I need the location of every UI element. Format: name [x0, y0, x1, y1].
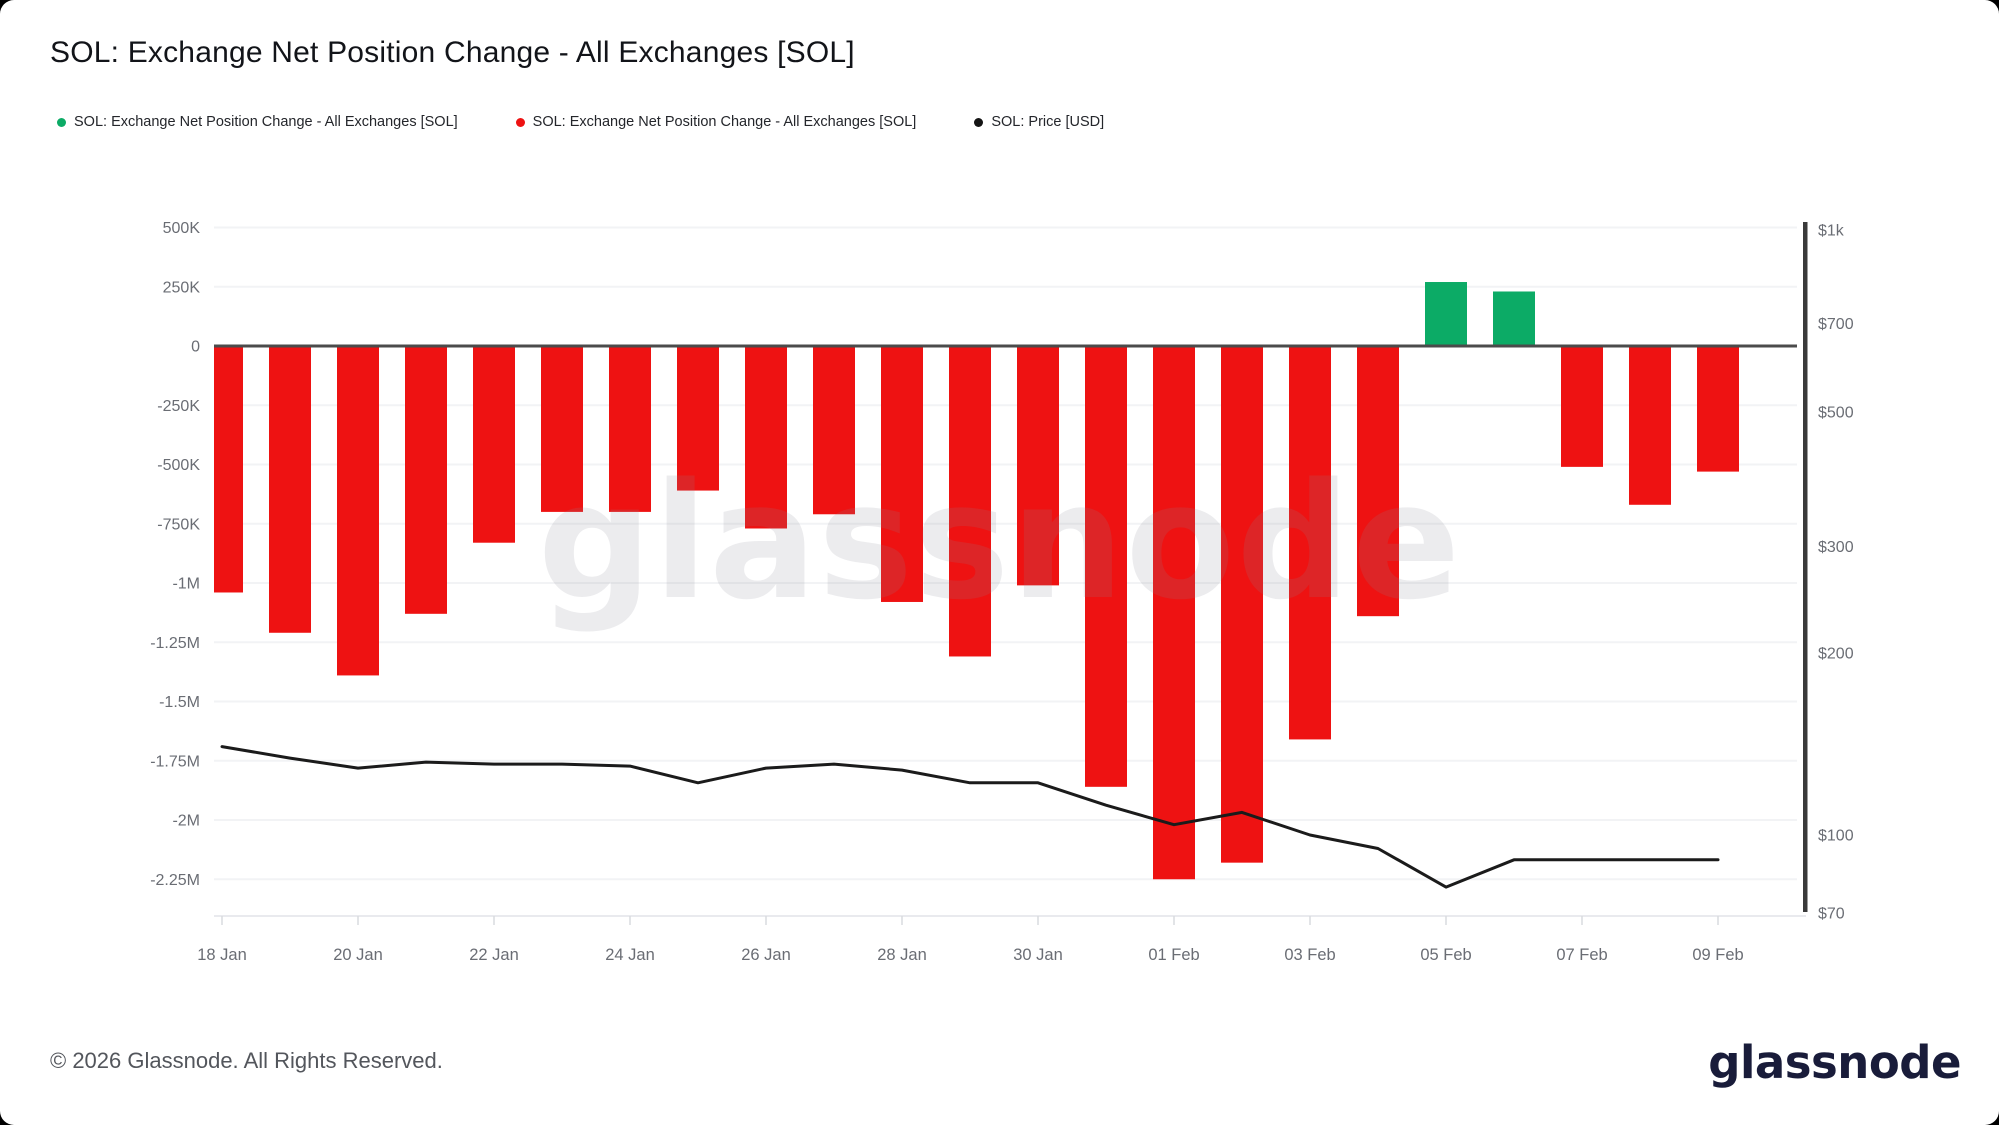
x-axis-tick-label: 22 Jan	[469, 946, 519, 964]
net-change-bar-01-Feb[interactable]	[1153, 346, 1195, 880]
left-axis-tick-label: -1.5M	[159, 694, 200, 711]
left-axis-tick-label: -2M	[172, 813, 200, 830]
net-change-bar-02-Feb[interactable]	[1221, 346, 1263, 863]
left-axis-tick-label: 500K	[163, 220, 201, 237]
net-change-bar-05-Feb[interactable]	[1425, 282, 1467, 346]
net-change-bar-31-Jan[interactable]	[1085, 346, 1127, 787]
right-axis-tick-label: $70	[1818, 906, 1845, 923]
net-change-bar-27-Jan[interactable]	[813, 346, 855, 515]
x-axis-tick-label: 28 Jan	[877, 946, 927, 964]
legend-dot-icon	[57, 117, 66, 127]
net-change-bar-03-Feb[interactable]	[1289, 346, 1331, 740]
x-axis-tick-label: 03 Feb	[1284, 946, 1335, 964]
net-change-bar-08-Feb[interactable]	[1629, 346, 1671, 505]
net-change-bar-22-Jan[interactable]	[473, 346, 515, 543]
price-line[interactable]	[220, 745, 1720, 889]
copyright-text: © 2026 Glassnode. All Rights Reserved.	[50, 1048, 443, 1073]
right-axis-tick-label: $300	[1818, 539, 1854, 556]
legend-item-label: SOL: Exchange Net Position Change - All …	[74, 114, 458, 130]
legend: SOL: Exchange Net Position Change - All …	[57, 114, 1104, 130]
x-axis-tick-label: 05 Feb	[1420, 946, 1471, 964]
glassnode-logo: glassnode	[1708, 1036, 1961, 1089]
right-axis-bar	[1803, 222, 1808, 912]
x-axis-tick-label: 01 Feb	[1148, 946, 1199, 964]
left-axis-tick-label: -1M	[172, 576, 200, 593]
legend-item-2[interactable]: SOL: Price [USD]	[974, 114, 1104, 130]
net-change-bar-25-Jan[interactable]	[677, 346, 719, 491]
legend-item-label: SOL: Price [USD]	[991, 114, 1105, 130]
net-change-bar-06-Feb[interactable]	[1493, 291, 1535, 346]
left-axis-tick-label: -1.75M	[150, 753, 200, 770]
net-change-bar-21-Jan[interactable]	[405, 346, 447, 614]
net-change-bar-04-Feb[interactable]	[1357, 346, 1399, 617]
left-axis-tick-label: -750K	[157, 516, 200, 533]
net-change-bar-23-Jan[interactable]	[541, 346, 583, 512]
net-change-bar-18-Jan[interactable]	[201, 346, 243, 593]
legend-item-0[interactable]: SOL: Exchange Net Position Change - All …	[57, 114, 458, 130]
net-change-bar-24-Jan[interactable]	[609, 346, 651, 512]
net-change-bar-30-Jan[interactable]	[1017, 346, 1059, 586]
legend-item-1[interactable]: SOL: Exchange Net Position Change - All …	[515, 114, 917, 130]
legend-dot-icon	[974, 117, 984, 127]
legend-item-label: SOL: Exchange Net Position Change - All …	[532, 114, 917, 130]
right-axis-tick-label: $100	[1818, 828, 1854, 845]
legend-dot-icon	[515, 117, 525, 127]
x-axis-tick-label: 24 Jan	[605, 946, 655, 964]
left-axis-tick-label: -1.25M	[150, 635, 200, 652]
left-axis-tick-label: -500K	[157, 457, 200, 474]
right-axis-tick-label: $200	[1818, 645, 1854, 662]
net-change-bar-28-Jan[interactable]	[881, 346, 923, 602]
net-change-bar-19-Jan[interactable]	[269, 346, 311, 633]
x-axis-tick-label: 20 Jan	[333, 946, 383, 964]
net-change-bar-07-Feb[interactable]	[1561, 346, 1603, 467]
x-axis-tick-label: 09 Feb	[1692, 946, 1743, 964]
x-axis-tick-label: 18 Jan	[197, 946, 247, 964]
left-axis-tick-label: -2.25M	[150, 872, 200, 889]
right-axis-tick-label: $1k	[1818, 223, 1845, 240]
net-change-bar-29-Jan[interactable]	[949, 346, 991, 657]
left-axis-tick-label: 0	[191, 339, 200, 356]
left-axis-tick-label: 250K	[163, 279, 201, 296]
x-axis-tick-label: 30 Jan	[1013, 946, 1063, 964]
net-change-bar-09-Feb[interactable]	[1697, 346, 1739, 472]
page-title: SOL: Exchange Net Position Change - All …	[50, 36, 855, 69]
bars-group	[201, 282, 1739, 880]
x-axis-tick-label: 07 Feb	[1556, 946, 1607, 964]
right-axis-tick-label: $700	[1818, 316, 1854, 333]
net-change-bar-26-Jan[interactable]	[745, 346, 787, 529]
right-axis-tick-label: $500	[1818, 405, 1854, 422]
left-axis-tick-label: -250K	[157, 398, 200, 415]
x-axis-tick-label: 26 Jan	[741, 946, 791, 964]
net-change-bar-20-Jan[interactable]	[337, 346, 379, 676]
